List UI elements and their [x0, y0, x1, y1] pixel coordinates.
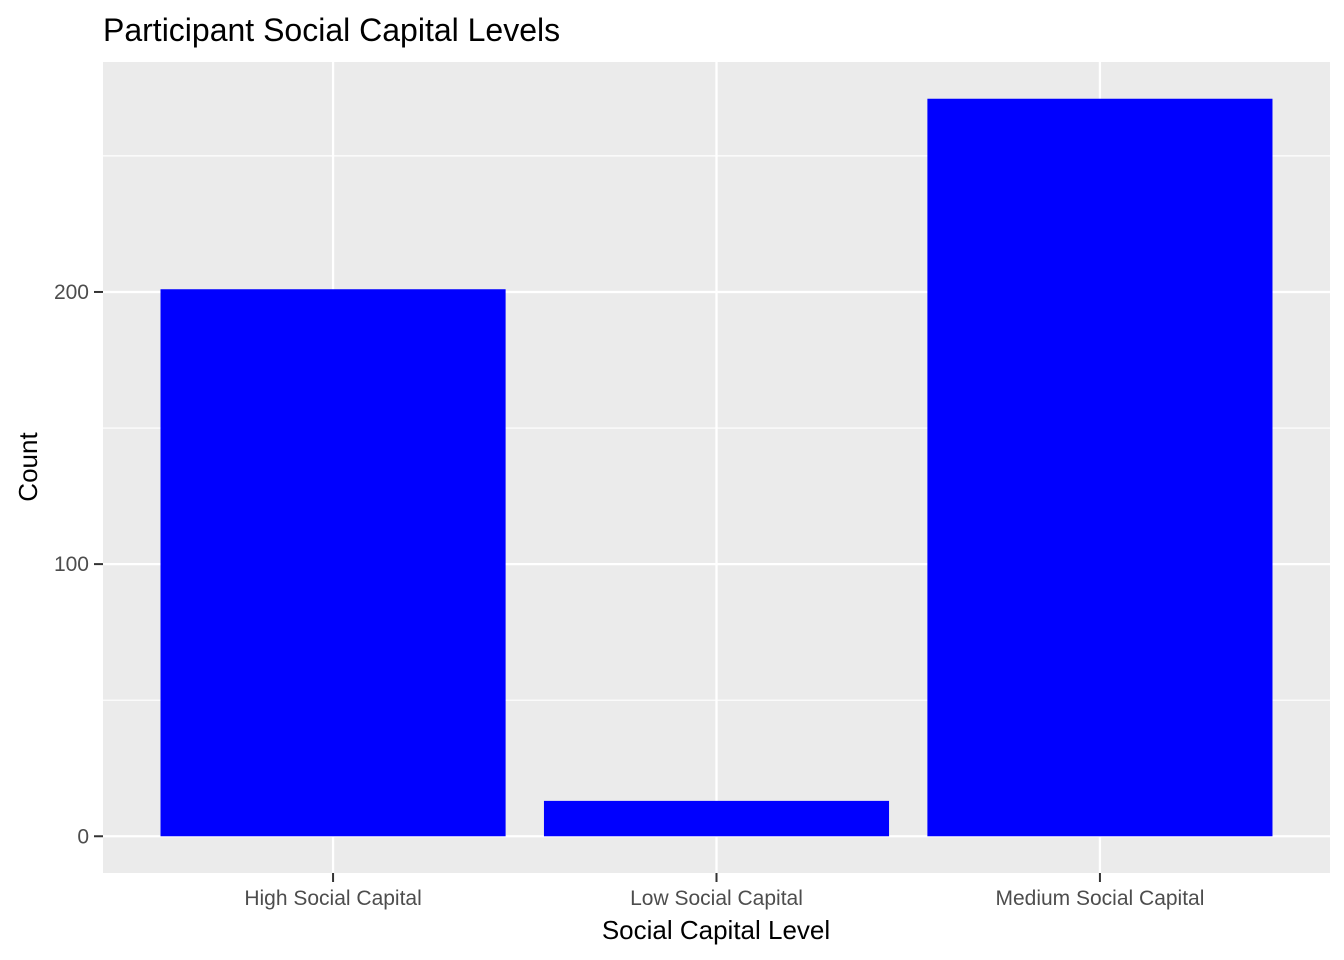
bar: [927, 98, 1273, 837]
y-axis: 0 100 200: [54, 281, 103, 848]
x-tick-label: Medium Social Capital: [995, 887, 1204, 910]
chart-title: Participant Social Capital Levels: [103, 12, 560, 48]
y-tick-label: 0: [77, 825, 89, 848]
y-axis-title: Count: [13, 432, 43, 502]
bar: [160, 289, 506, 837]
x-axis: High Social Capital Low Social Capital Med…: [244, 873, 1204, 910]
x-tick-label: Low Social Capital: [630, 887, 803, 910]
bar: [543, 800, 890, 837]
x-axis-title: Social Capital Level: [602, 915, 830, 945]
x-tick-label: High Social Capital: [244, 887, 421, 910]
y-tick-label: 100: [54, 553, 89, 576]
y-tick-label: 200: [54, 281, 89, 304]
bars: [160, 98, 1273, 837]
